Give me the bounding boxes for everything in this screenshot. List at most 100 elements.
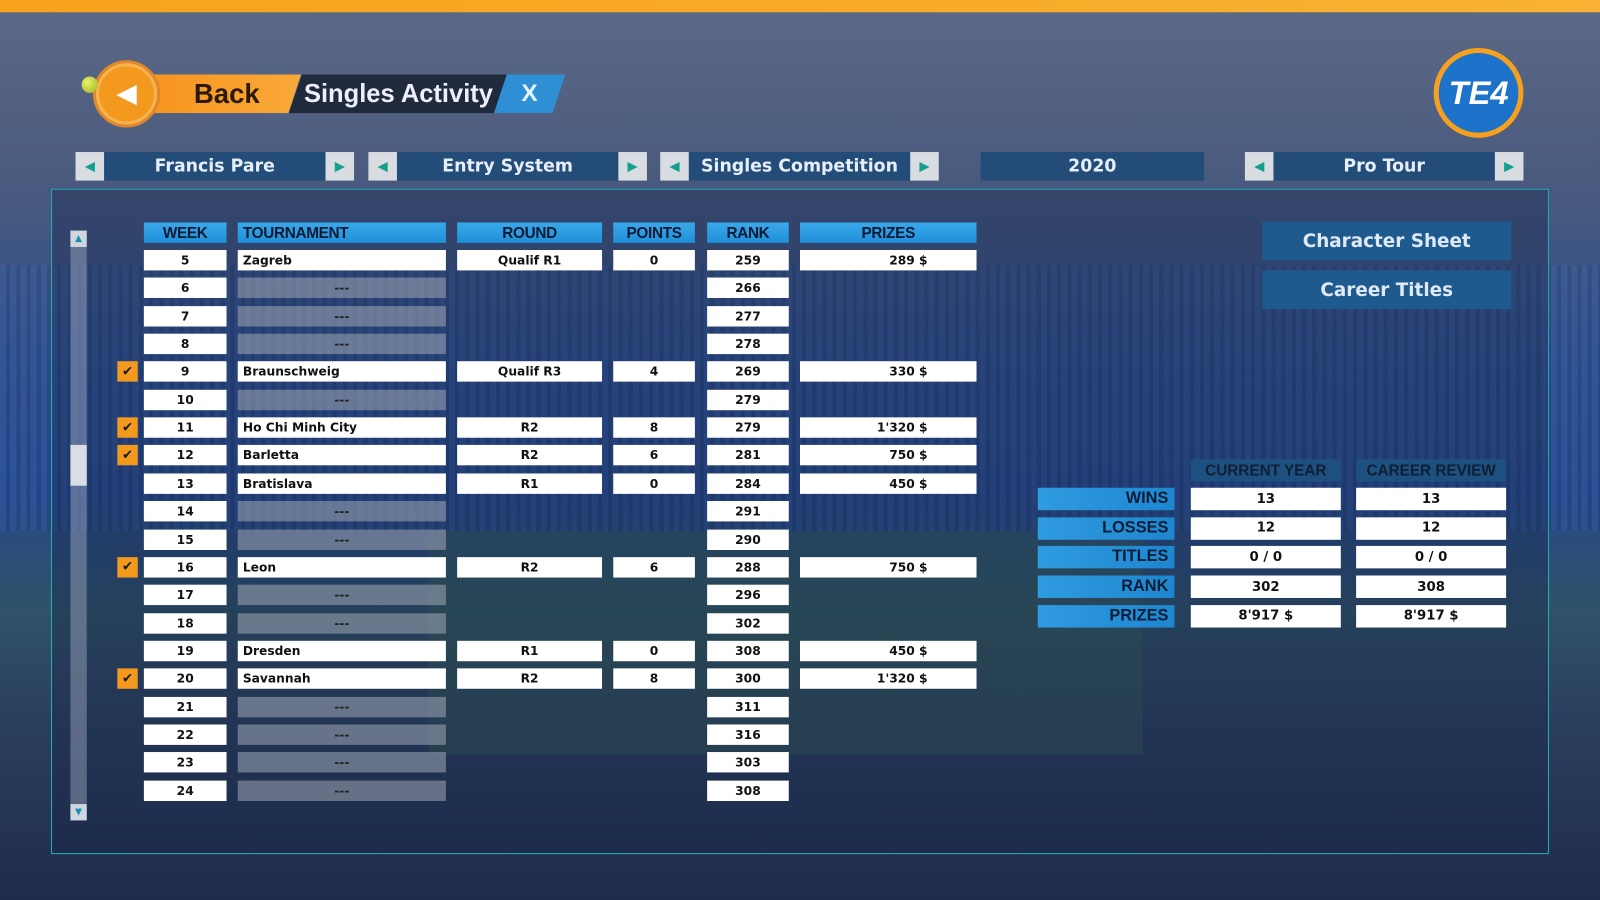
cell-prizes: 330 $ bbox=[799, 361, 977, 383]
cell-week: 22 bbox=[143, 724, 227, 745]
stat-current-wins: 13 bbox=[1190, 487, 1341, 511]
selector-1[interactable]: ◀ Entry System ▶ bbox=[368, 152, 647, 181]
cell-points: 8 bbox=[613, 417, 695, 438]
stat-career-prizes: 8'917 $ bbox=[1356, 604, 1507, 628]
cell-rank: 300 bbox=[707, 668, 789, 690]
cell-rank: 279 bbox=[707, 417, 789, 438]
cell-tournament: --- bbox=[237, 277, 446, 299]
cell-prizes: 750 $ bbox=[799, 556, 977, 578]
cell-tournament: --- bbox=[237, 780, 446, 801]
cell-round: Qualif R3 bbox=[457, 361, 603, 383]
cell-tournament[interactable]: Ho Chi Minh City bbox=[237, 417, 446, 438]
selector-0[interactable]: ◀ Francis Pare ▶ bbox=[75, 152, 355, 181]
cell-round: R1 bbox=[457, 640, 603, 662]
cell-points: 8 bbox=[613, 668, 695, 690]
cell-points: 0 bbox=[613, 249, 695, 271]
cell-week: 21 bbox=[143, 696, 227, 717]
scroll-up-icon[interactable]: ▲ bbox=[70, 230, 87, 247]
arrow-left-icon[interactable]: ◀ bbox=[660, 152, 689, 181]
selector-label: Pro Tour bbox=[1343, 156, 1425, 177]
cell-rank: 277 bbox=[707, 305, 789, 327]
arrow-left-icon[interactable]: ◀ bbox=[368, 152, 397, 181]
stat-label-titles: TITLES bbox=[1037, 546, 1175, 569]
selector-4[interactable]: ◀ Pro Tour ▶ bbox=[1244, 152, 1524, 181]
arrow-right-icon[interactable]: ▶ bbox=[618, 152, 647, 181]
stat-current-rank: 302 bbox=[1190, 575, 1341, 599]
stat-career-wins: 13 bbox=[1356, 487, 1507, 511]
stat-label-prizes: PRIZES bbox=[1037, 604, 1175, 628]
cell-prizes: 289 $ bbox=[799, 249, 977, 271]
cell-tournament[interactable]: Barletta bbox=[237, 445, 446, 466]
cell-week: 19 bbox=[143, 640, 227, 662]
cell-rank: 284 bbox=[707, 473, 789, 494]
cell-round: R2 bbox=[457, 556, 603, 578]
selector-3[interactable]: 2020 bbox=[980, 152, 1205, 181]
arrow-right-icon[interactable]: ▶ bbox=[1494, 152, 1524, 181]
checkmark-icon: ✔ bbox=[117, 417, 138, 438]
cell-rank: 290 bbox=[707, 529, 789, 550]
cell-week: 23 bbox=[143, 752, 227, 773]
cell-week: 18 bbox=[143, 612, 227, 634]
cell-tournament[interactable]: Zagreb bbox=[237, 249, 446, 271]
cell-rank: 269 bbox=[707, 361, 789, 383]
scroll-thumb[interactable] bbox=[70, 444, 87, 486]
cell-tournament: --- bbox=[237, 333, 446, 355]
cell-tournament[interactable]: Savannah bbox=[237, 668, 446, 690]
selector-label: Entry System bbox=[442, 156, 573, 177]
back-arrow-icon[interactable]: ◀ bbox=[95, 63, 158, 125]
cell-week: 14 bbox=[143, 501, 227, 522]
cell-rank: 296 bbox=[707, 584, 789, 606]
cell-prizes: 450 $ bbox=[799, 473, 977, 494]
arrow-left-icon[interactable]: ◀ bbox=[1244, 152, 1274, 181]
cell-tournament[interactable]: Braunschweig bbox=[237, 361, 446, 383]
stat-label-losses: LOSSES bbox=[1037, 517, 1175, 540]
cell-points: 0 bbox=[613, 473, 695, 494]
column-header-tournament: TOURNAMENT bbox=[237, 222, 446, 243]
cell-rank: 291 bbox=[707, 501, 789, 522]
arrow-right-icon[interactable]: ▶ bbox=[910, 152, 939, 181]
cell-round: R2 bbox=[457, 417, 603, 438]
arrow-left-icon[interactable]: ◀ bbox=[75, 152, 105, 181]
cell-rank: 281 bbox=[707, 445, 789, 466]
cell-week: 13 bbox=[143, 473, 227, 494]
stat-current-prizes: 8'917 $ bbox=[1190, 604, 1341, 628]
cell-tournament: --- bbox=[237, 501, 446, 522]
stat-career-rank: 308 bbox=[1356, 575, 1507, 599]
cell-rank: 278 bbox=[707, 333, 789, 355]
selector-2[interactable]: ◀ Singles Competition ▶ bbox=[660, 152, 939, 181]
cell-rank: 308 bbox=[707, 640, 789, 662]
selector-label: Singles Competition bbox=[701, 156, 898, 177]
cell-week: 10 bbox=[143, 389, 227, 410]
cell-points: 0 bbox=[613, 640, 695, 662]
arrow-right-icon[interactable]: ▶ bbox=[325, 152, 355, 181]
column-header-round: ROUND bbox=[457, 222, 603, 243]
te4-logo: TE4 bbox=[1433, 47, 1524, 138]
cell-tournament[interactable]: Dresden bbox=[237, 640, 446, 662]
cell-week: 9 bbox=[143, 361, 227, 383]
cell-rank: 311 bbox=[707, 696, 789, 717]
cell-tournament[interactable]: Bratislava bbox=[237, 473, 446, 494]
character-sheet-button[interactable]: Character Sheet bbox=[1262, 221, 1512, 261]
scroll-down-icon[interactable]: ▼ bbox=[70, 804, 87, 821]
column-header-prizes: PRIZES bbox=[799, 222, 977, 243]
checkmark-icon: ✔ bbox=[117, 445, 138, 466]
cell-week: 8 bbox=[143, 333, 227, 355]
checkmark-icon: ✔ bbox=[117, 361, 138, 383]
cell-tournament[interactable]: Leon bbox=[237, 556, 446, 578]
page-title: Singles Activity bbox=[288, 74, 509, 114]
cell-prizes: 1'320 $ bbox=[799, 668, 977, 690]
cell-rank: 279 bbox=[707, 389, 789, 410]
cell-tournament: --- bbox=[237, 752, 446, 773]
back-button[interactable]: Back bbox=[142, 74, 302, 114]
cell-rank: 288 bbox=[707, 556, 789, 578]
close-button[interactable]: X bbox=[493, 74, 566, 114]
scrollbar[interactable]: ▲ ▼ bbox=[70, 230, 87, 821]
cell-prizes: 750 $ bbox=[799, 445, 977, 466]
cell-tournament: --- bbox=[237, 724, 446, 745]
career-titles-button[interactable]: Career Titles bbox=[1262, 270, 1512, 310]
cell-week: 11 bbox=[143, 417, 227, 438]
stat-career-titles: 0 / 0 bbox=[1356, 546, 1507, 569]
cell-week: 12 bbox=[143, 445, 227, 466]
cell-round: R2 bbox=[457, 668, 603, 690]
